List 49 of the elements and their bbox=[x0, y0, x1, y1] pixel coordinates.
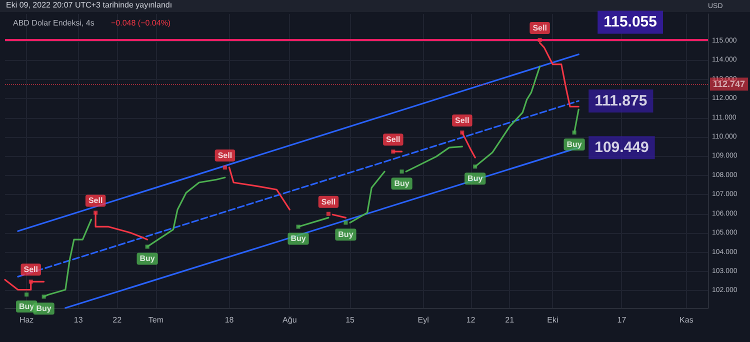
x-tick-label: 17 bbox=[617, 316, 627, 324]
data-label: Buy bbox=[140, 254, 156, 264]
point bbox=[326, 212, 330, 216]
x-tick-label: Kas bbox=[680, 316, 694, 324]
data-label: Sell bbox=[218, 151, 232, 160]
x-tick-label: 15 bbox=[346, 316, 356, 324]
point bbox=[572, 130, 576, 135]
data-label: Buy bbox=[338, 230, 354, 240]
x-tick-label: 18 bbox=[224, 316, 234, 324]
data-label: Sell bbox=[455, 116, 470, 126]
point bbox=[222, 166, 227, 170]
data-label: Buy bbox=[290, 234, 306, 244]
data-label: Sell bbox=[532, 23, 547, 32]
ref-line-label: 115.055 bbox=[604, 14, 657, 31]
point bbox=[460, 130, 464, 135]
x-tick-label: Haz bbox=[19, 316, 34, 324]
text: −0.048 (−0.04%) bbox=[111, 18, 171, 28]
x-tick-label: 13 bbox=[74, 316, 84, 324]
x-tick-label: Eki bbox=[547, 316, 559, 324]
text: Eki 09, 2022 20:07 UTC+3 tarihinde yayınlandı bbox=[6, 0, 172, 10]
data-label: Buy bbox=[36, 304, 52, 314]
data-label: Sell bbox=[24, 265, 38, 274]
text: ABD Dolar Endeksi, 4s bbox=[13, 18, 94, 28]
data-label: Buy bbox=[19, 302, 35, 312]
data-label: Sell bbox=[88, 196, 103, 206]
annotation: 109.449 bbox=[594, 139, 649, 156]
data-label: Sell bbox=[321, 197, 336, 206]
point bbox=[400, 170, 404, 174]
data-label: Buy bbox=[468, 174, 484, 184]
point bbox=[344, 220, 348, 225]
x-tick-label: 12 bbox=[466, 316, 476, 324]
point bbox=[538, 38, 542, 42]
point bbox=[24, 292, 29, 297]
x-tick-label: Eyl bbox=[418, 316, 430, 324]
x-tick-label: Ağu bbox=[282, 316, 297, 324]
point bbox=[473, 164, 478, 169]
data-label: Buy bbox=[566, 140, 582, 150]
point bbox=[391, 150, 396, 154]
data-label: Sell bbox=[386, 135, 400, 144]
x-tick-label: 21 bbox=[505, 316, 515, 324]
x-tick-label: 22 bbox=[112, 316, 122, 324]
annotation: 111.875 bbox=[594, 92, 648, 110]
point bbox=[42, 294, 46, 299]
data-label: Buy bbox=[394, 179, 410, 188]
point bbox=[94, 210, 98, 215]
x-tick-label: Tem bbox=[148, 316, 164, 324]
point bbox=[296, 224, 300, 229]
point bbox=[28, 280, 33, 284]
point bbox=[145, 244, 150, 249]
